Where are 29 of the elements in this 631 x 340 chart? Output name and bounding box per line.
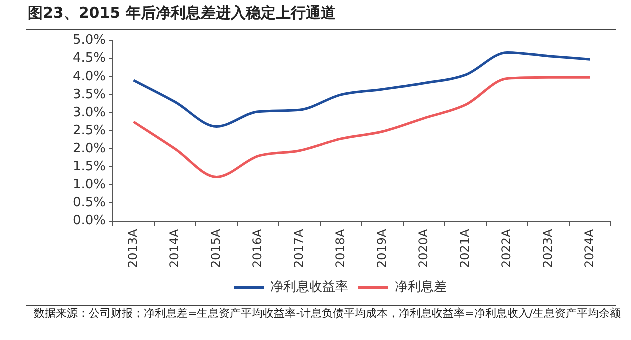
x-tick-label: 2024A xyxy=(582,228,596,268)
x-tick-label: 2021A xyxy=(458,228,472,268)
y-tick-label: 2.5% xyxy=(72,123,106,138)
y-tick-label: 4.0% xyxy=(72,69,106,84)
x-tick-label: 2020A xyxy=(416,228,430,268)
source-note: 数据来源：公司财报；净利息差=生息资产平均收益率-计息负债平均成本，净利息收益率=净利息收入/生息资产平均余额 xyxy=(34,306,622,321)
x-tick-label: 2019A xyxy=(374,228,389,268)
y-tick-label: 1.5% xyxy=(72,159,106,174)
x-tick-label: 2022A xyxy=(499,228,514,268)
y-tick-label: 3.5% xyxy=(72,87,106,102)
y-tick-label: 0.0% xyxy=(72,214,106,229)
line-series xyxy=(132,51,592,128)
chart-title: 图23、2015 年后净利息差进入稳定上行通道 xyxy=(28,4,336,23)
x-tick-label: 2018A xyxy=(333,228,348,268)
x-tick-label: 2017A xyxy=(292,228,306,268)
y-tick-label: 2.0% xyxy=(72,141,106,156)
x-tick-label: 2015A xyxy=(208,228,223,268)
y-tick-label: 5.0% xyxy=(72,33,106,48)
x-tick-label: 2023A xyxy=(540,228,555,268)
y-tick-label: 0.5% xyxy=(72,196,106,211)
y-tick-label: 3.0% xyxy=(72,105,106,120)
x-tick-label: 2013A xyxy=(126,228,140,268)
legend-label: 净利息差 xyxy=(395,280,447,295)
x-tick-label: 2014A xyxy=(167,228,182,268)
legend-label: 净利息收益率 xyxy=(270,278,348,295)
y-tick-label: 4.5% xyxy=(72,51,106,66)
line-series xyxy=(132,76,592,178)
y-tick-label: 1.0% xyxy=(72,178,106,193)
x-tick-label: 2016A xyxy=(250,228,264,268)
